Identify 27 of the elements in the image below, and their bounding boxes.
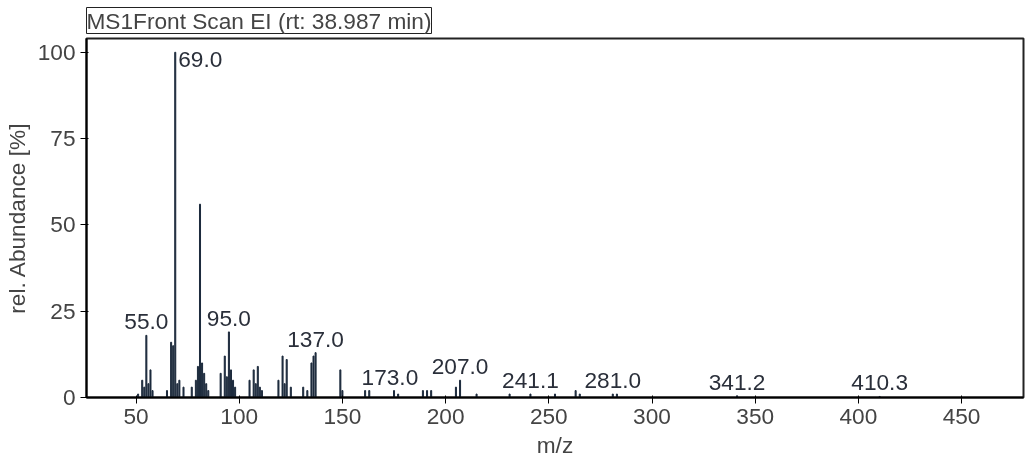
x-tick-label: 100 (220, 402, 259, 429)
x-tick-label: 450 (942, 402, 981, 429)
y-tick-label: 0 (62, 384, 76, 410)
annotation: 207.0 (431, 353, 489, 380)
y-tick-label: 25 (50, 297, 76, 324)
chart-title: MS1Front Scan EI (rt: 38.987 min) (86, 7, 432, 34)
annotation: 55.0 (124, 308, 169, 335)
annotation: 281.0 (584, 367, 642, 394)
annotation: 69.0 (178, 46, 223, 73)
annotation: 173.0 (361, 363, 419, 390)
annotation: 341.2 (708, 368, 766, 395)
x-tick-label: 250 (529, 402, 568, 429)
x-tick-label: 150 (323, 402, 362, 429)
annotation: 95.0 (206, 304, 251, 331)
y-tick-label: 100 (37, 38, 76, 65)
x-tick-label: 300 (633, 402, 671, 429)
y-tick-label: 50 (50, 211, 76, 238)
x-tick-label: 400 (839, 402, 878, 429)
y-tick-label: 75 (50, 125, 76, 152)
x-tick-label: 350 (736, 402, 775, 429)
y-axis-title: rel. Abundance [%] (3, 123, 30, 314)
annotation: 137.0 (287, 325, 344, 352)
annotation: 241.1 (502, 367, 559, 394)
annotation: 410.3 (851, 369, 908, 396)
x-tick-label: 200 (426, 402, 465, 429)
x-axis-title: m/z (536, 431, 574, 458)
x-tick-label: 50 (123, 402, 149, 429)
